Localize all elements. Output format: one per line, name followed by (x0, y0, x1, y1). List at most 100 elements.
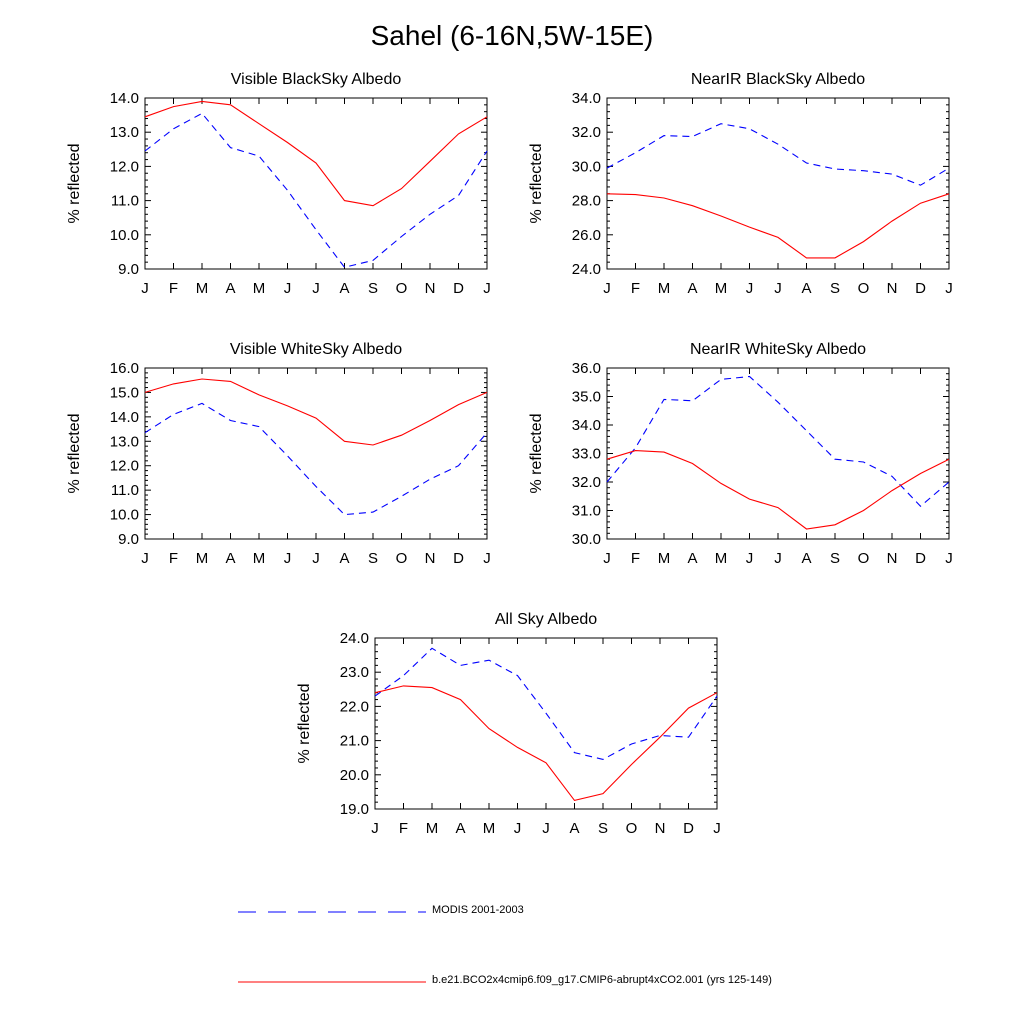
x-tick-label: F (631, 550, 640, 567)
x-tick-label: J (746, 280, 754, 297)
plot-frame (374, 637, 718, 810)
x-tick-label: J (945, 280, 953, 297)
x-tick-label: M (196, 280, 209, 297)
x-tick-label: A (801, 550, 811, 567)
chart-all-sky: All Sky Albedo % reflected 19.0 20.0 21.0 22.… (296, 611, 721, 837)
y-tick-label: 23.0 (340, 664, 369, 681)
x-tick-label: J (141, 550, 149, 567)
y-tick-label: 33.0 (572, 446, 601, 463)
x-tick-label: J (312, 550, 320, 567)
x-tick-label: M (253, 550, 266, 567)
series-line-model (374, 685, 718, 802)
y-axis-label: % reflected (528, 143, 545, 223)
chart-title: NearIR WhiteSky Albedo (690, 341, 866, 358)
x-tick-label: A (687, 280, 697, 297)
x-tick-label: J (483, 280, 491, 297)
plot-frame (606, 97, 950, 270)
legend-label-model: b.e21.BCO2x4cmip6.f09_g17.CMIP6-abrupt4x… (432, 974, 772, 986)
x-tick-label: N (655, 820, 666, 837)
x-tick-label: J (746, 550, 754, 567)
x-tick-label: D (453, 280, 464, 297)
y-tick-label: 10.0 (110, 507, 139, 524)
x-tick-label: J (713, 820, 721, 837)
y-axis-label: % reflected (66, 143, 83, 223)
chart-title: Visible BlackSky Albedo (231, 71, 402, 88)
x-tick-label: M (658, 280, 671, 297)
x-tick-label: D (915, 280, 926, 297)
y-tick-label: 11.0 (111, 482, 139, 499)
y-tick-label: 10.0 (110, 227, 139, 244)
series-line-modis (144, 402, 488, 516)
y-tick-label: 22.0 (340, 698, 369, 715)
x-tick-label: S (368, 280, 378, 297)
x-tick-label: A (569, 820, 579, 837)
y-tick-label: 31.0 (572, 503, 601, 520)
y-tick-label: 15.0 (110, 384, 139, 401)
x-tick-label: J (945, 550, 953, 567)
y-tick-label: 30.0 (572, 531, 601, 548)
x-tick-label: A (801, 280, 811, 297)
x-tick-label: A (339, 280, 349, 297)
x-tick-label: O (858, 550, 870, 567)
x-tick-label: S (598, 820, 608, 837)
x-tick-label: J (542, 820, 550, 837)
series-line-model (606, 193, 950, 259)
x-tick-label: J (603, 280, 611, 297)
x-tick-label: S (368, 550, 378, 567)
x-tick-label: M (426, 820, 439, 837)
x-tick-label: J (774, 280, 782, 297)
y-axis-label: % reflected (296, 683, 313, 763)
y-tick-label: 16.0 (110, 360, 139, 377)
x-tick-label: F (631, 280, 640, 297)
y-tick-label: 9.0 (118, 261, 139, 278)
y-tick-label: 13.0 (110, 124, 139, 141)
x-tick-label: J (284, 550, 292, 567)
plot-frame (144, 367, 488, 540)
chart-title: Visible WhiteSky Albedo (230, 341, 402, 358)
plot-frame (144, 97, 488, 270)
x-tick-label: O (858, 280, 870, 297)
y-tick-label: 21.0 (340, 733, 369, 750)
chart-title: All Sky Albedo (495, 611, 597, 628)
y-tick-label: 24.0 (340, 630, 369, 647)
y-tick-label: 35.0 (572, 389, 601, 406)
x-tick-label: D (915, 550, 926, 567)
y-tick-label: 34.0 (572, 90, 601, 107)
y-tick-label: 24.0 (572, 261, 601, 278)
legend-line-dashed (238, 911, 426, 913)
x-tick-label: J (774, 550, 782, 567)
y-tick-label: 26.0 (572, 227, 601, 244)
y-tick-label: 20.0 (340, 767, 369, 784)
y-tick-label: 9.0 (118, 531, 139, 548)
x-tick-label: J (312, 280, 320, 297)
x-tick-label: J (284, 280, 292, 297)
x-tick-label: N (887, 280, 898, 297)
x-tick-label: F (169, 280, 178, 297)
x-tick-label: D (683, 820, 694, 837)
x-tick-label: F (399, 820, 408, 837)
series-line-model (144, 100, 488, 207)
x-tick-label: M (658, 550, 671, 567)
y-tick-label: 14.0 (110, 90, 139, 107)
x-tick-label: J (514, 820, 522, 837)
x-tick-label: M (715, 280, 728, 297)
y-tick-label: 11.0 (111, 193, 139, 210)
x-tick-label: A (455, 820, 465, 837)
y-axis-label: % reflected (528, 413, 545, 493)
x-tick-label: N (887, 550, 898, 567)
x-tick-label: F (169, 550, 178, 567)
series-line-model (606, 450, 950, 530)
x-tick-label: S (830, 550, 840, 567)
x-tick-label: M (483, 820, 496, 837)
x-tick-label: J (483, 550, 491, 567)
x-tick-label: D (453, 550, 464, 567)
x-tick-label: A (339, 550, 349, 567)
x-tick-label: S (830, 280, 840, 297)
x-tick-label: O (626, 820, 638, 837)
x-tick-label: J (141, 280, 149, 297)
y-tick-label: 36.0 (572, 360, 601, 377)
y-tick-label: 28.0 (572, 193, 601, 210)
legend-line-solid (238, 981, 426, 983)
x-tick-label: A (687, 550, 697, 567)
series-line-modis (144, 112, 488, 268)
